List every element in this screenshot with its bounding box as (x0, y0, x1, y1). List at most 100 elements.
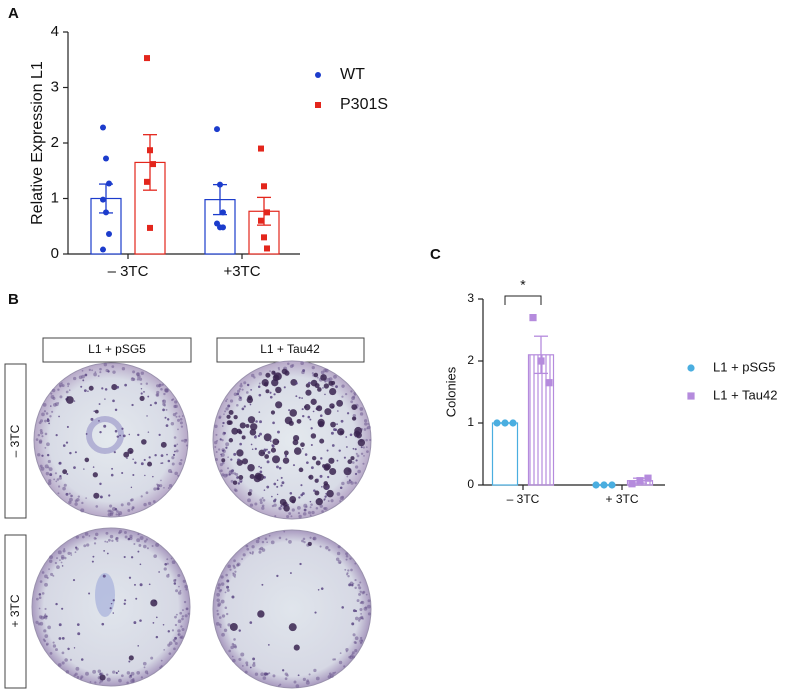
plate-speck (111, 539, 114, 543)
plate-speck (47, 481, 52, 485)
plate-speck (172, 398, 175, 401)
plate-speck (310, 503, 313, 506)
colony (273, 372, 282, 381)
plate-speck (354, 616, 359, 621)
plate-speck (178, 585, 180, 588)
plate-speck (161, 383, 164, 386)
plate-speck (35, 438, 39, 441)
colony (55, 602, 58, 606)
colony (150, 599, 158, 607)
colony (84, 373, 88, 377)
plate-speck (291, 508, 295, 512)
plate-speck (251, 373, 255, 378)
plate-speck (165, 408, 168, 411)
plate-speck (258, 382, 261, 385)
plate-speck (221, 438, 224, 442)
plate-speck (50, 392, 53, 395)
plate-speck (255, 539, 260, 544)
colony (148, 583, 151, 586)
plate-speck (346, 480, 351, 485)
colony (74, 451, 77, 454)
colony (246, 383, 250, 387)
plate-speck (343, 665, 346, 668)
data-point (258, 145, 264, 152)
colony (112, 399, 115, 403)
plate-speck (262, 499, 266, 502)
colony (257, 434, 261, 438)
plate-speck (140, 676, 143, 679)
data-point (147, 224, 153, 231)
plate-speck (233, 559, 236, 563)
colony (280, 484, 283, 487)
colony (330, 421, 336, 428)
colony (348, 583, 352, 587)
colony (273, 482, 277, 486)
plate-speck (242, 553, 246, 557)
colony (91, 560, 94, 563)
plate-speck (177, 619, 182, 624)
colony (139, 583, 143, 587)
plate-speck (52, 641, 55, 644)
plate-speck (85, 671, 89, 676)
colony (304, 404, 311, 411)
x-tick-label: +3TC (223, 263, 260, 280)
colony (88, 385, 94, 391)
colony (99, 430, 102, 434)
plate-speck (221, 461, 225, 465)
plate-speck (233, 472, 237, 475)
colony (324, 408, 332, 416)
plate-speck (229, 399, 234, 403)
plate-speck (172, 413, 177, 417)
plate-speck (315, 507, 319, 510)
plate-speck (363, 419, 368, 423)
colony (314, 383, 320, 389)
colony (237, 458, 241, 462)
legend-label: L1 + Tau42 (713, 387, 777, 402)
plate-speck (298, 514, 302, 519)
plate-speck (42, 638, 46, 641)
colony (139, 563, 142, 566)
plate-speck (104, 540, 107, 543)
plate-speck (57, 663, 62, 667)
plate-speck (218, 623, 222, 627)
plate-speck (157, 484, 160, 487)
plate-speck (274, 515, 277, 518)
plate-speck (309, 514, 312, 517)
plate-speck (277, 366, 280, 370)
plate-speck (301, 539, 304, 543)
plate-speck (237, 389, 241, 393)
colony (249, 666, 252, 669)
colony (271, 444, 274, 447)
plate-speck (238, 395, 241, 398)
colony (62, 469, 68, 475)
colony (220, 453, 222, 456)
plate-speck (111, 365, 115, 369)
plate-speck (234, 645, 238, 649)
colony (127, 537, 131, 541)
plate-speck (350, 400, 354, 404)
colony (114, 507, 118, 511)
colony (132, 458, 134, 460)
plate-speck (109, 504, 113, 508)
plate-speck (268, 672, 271, 675)
plate-speck (352, 633, 356, 637)
plate-speck (46, 442, 50, 447)
colony (231, 469, 234, 473)
colony (281, 669, 285, 672)
plate-speck (221, 632, 225, 637)
colony (272, 455, 280, 464)
plate-speck (254, 502, 258, 506)
colony (349, 433, 353, 437)
colony (302, 448, 304, 450)
plate-speck (295, 684, 300, 688)
colony (255, 420, 258, 423)
colony (300, 442, 305, 448)
plate-speck (350, 568, 353, 572)
colony (313, 489, 316, 492)
plate-speck (232, 564, 235, 568)
plate-speck (94, 371, 97, 373)
colony (273, 393, 276, 396)
plate-speck (48, 568, 50, 571)
colony (247, 416, 256, 424)
plate-speck (97, 669, 102, 674)
